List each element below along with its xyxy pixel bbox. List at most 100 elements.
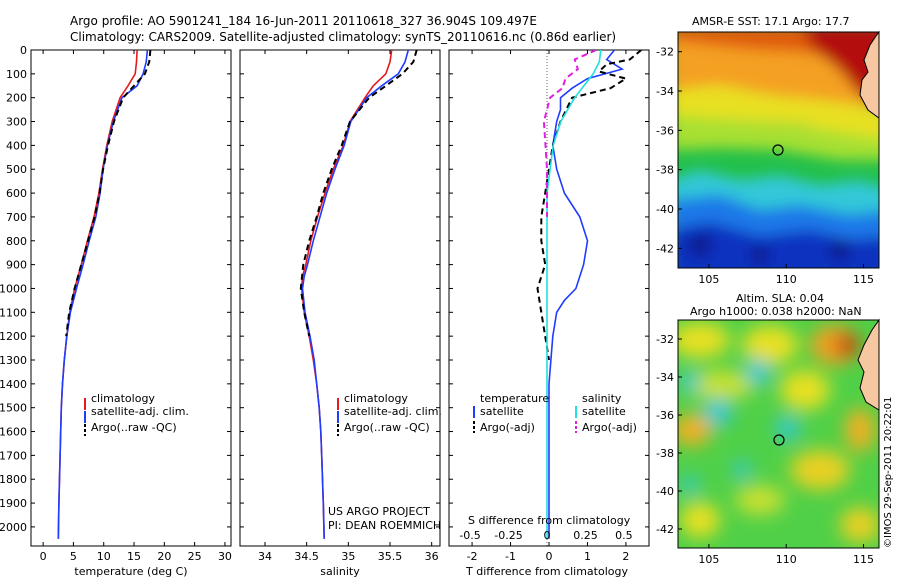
legend-climatology-t: climatology xyxy=(91,392,155,405)
map-lat-label: -34 xyxy=(656,371,674,384)
map-lon-label: 105 xyxy=(698,553,719,566)
depth-tick-label: 800 xyxy=(6,235,27,248)
legend-t-argo: Argo(-adj) xyxy=(480,421,535,434)
map-lon-label: 115 xyxy=(853,553,874,566)
depth-tick-label: 500 xyxy=(6,163,27,176)
series-argo-raw-qc- xyxy=(65,50,152,337)
map-lat-label: -32 xyxy=(656,333,674,346)
depth-tick-label: 600 xyxy=(6,187,27,200)
sla-map-title-2: Argo h1000: 0.038 h2000: NaN xyxy=(690,305,862,318)
difference-x-axis: -2 -1 0 1 2 xyxy=(467,50,629,563)
depth-tick-label: 1300 xyxy=(0,354,27,367)
salinity-legend: climatology satellite-adj. clim. Argo(..… xyxy=(337,392,442,436)
temperature-legend: climatology satellite-adj. clim. Argo(..… xyxy=(84,392,189,436)
header-line2: Climatology: CARS2009. Satellite-adjuste… xyxy=(70,30,617,44)
legend-s-argo: Argo(-adj) xyxy=(582,421,637,434)
depth-tick-label: 900 xyxy=(6,259,27,272)
series-climatology xyxy=(300,50,393,539)
series-satellite-adj-clim- xyxy=(57,50,149,539)
depth-tick-label: 300 xyxy=(6,116,27,129)
x-tick-label: 0 xyxy=(546,550,553,563)
header-line1: Argo profile: AO 5901241_184 16-Jun-2011… xyxy=(70,14,538,28)
argo-position-marker-sla xyxy=(773,434,785,446)
legend-temperature-header: temperature xyxy=(480,392,549,405)
s-diff-tick-label: 0.25 xyxy=(573,529,598,542)
x-tick-label: 34 xyxy=(258,550,272,563)
sla-map-title-1: Altim. SLA: 0.04 xyxy=(736,292,825,305)
depth-tick-label: 1000 xyxy=(0,282,27,295)
x-tick-label: 2 xyxy=(622,550,629,563)
series-argo-raw-qc- xyxy=(299,50,418,337)
map-lat-label: -34 xyxy=(656,85,674,98)
depth-tick-label: 400 xyxy=(6,139,27,152)
x-tick-label: 15 xyxy=(127,550,141,563)
map-lat-label: -42 xyxy=(656,523,674,536)
depth-tick-label: 700 xyxy=(6,211,27,224)
map-lon-label: 110 xyxy=(776,273,797,286)
x-tick-label: 5 xyxy=(70,550,77,563)
x-tick-label: 30 xyxy=(218,550,232,563)
series-salinity-argo-adj- xyxy=(542,50,597,217)
salinity-xlabel: salinity xyxy=(320,565,360,578)
sst-map-title: AMSR-E SST: 17.1 Argo: 17.7 xyxy=(692,15,850,28)
series-salinity-satellite xyxy=(546,50,602,539)
x-tick-label: 25 xyxy=(188,550,202,563)
depth-tick-label: 1500 xyxy=(0,402,27,415)
s-difference-label: S difference from climatology xyxy=(468,514,631,527)
x-tick-label: 10 xyxy=(97,550,111,563)
depth-tick-label: 1800 xyxy=(0,473,27,486)
salinity-x-axis: 34 34.5 35 35.5 36 xyxy=(258,50,439,563)
coastline-sst xyxy=(859,30,880,119)
map-lat-label: -40 xyxy=(656,485,674,498)
x-tick-label: -2 xyxy=(467,550,478,563)
x-tick-label: 0 xyxy=(40,550,47,563)
s-diff-tick-label: -0.25 xyxy=(494,529,522,542)
sst-map xyxy=(677,30,880,269)
temperature-xlabel: temperature (deg C) xyxy=(74,565,187,578)
map-lat-label: -42 xyxy=(656,242,674,255)
project-line2: PI: DEAN ROEMMICH xyxy=(328,519,441,532)
legend-s-satellite: satellite xyxy=(582,405,626,418)
x-tick-label: 1 xyxy=(584,550,591,563)
depth-tick-label: 1400 xyxy=(0,378,27,391)
map-lat-label: -32 xyxy=(656,46,674,59)
depth-tick-label: 2000 xyxy=(0,521,27,534)
map-lon-label: 115 xyxy=(853,273,874,286)
depth-axis: 0 100 200 300 400 500 600 700 800 900 1000 1100 1200… xyxy=(0,44,649,534)
map-lat-label: -38 xyxy=(656,447,674,460)
s-diff-tick-label: 0.5 xyxy=(615,529,633,542)
s-diff-tick-label: -0.5 xyxy=(459,529,480,542)
map-lon-label: 105 xyxy=(698,273,719,286)
temperature-x-axis: 0 5 10 15 20 25 30 xyxy=(40,50,232,563)
map-lat-label: -40 xyxy=(656,203,674,216)
depth-tick-label: 100 xyxy=(6,68,27,81)
depth-tick-label: 1200 xyxy=(0,330,27,343)
map-lat-label: -38 xyxy=(656,164,674,177)
project-line1: US ARGO PROJECT xyxy=(328,505,430,518)
map-lat-label: -36 xyxy=(656,124,674,137)
series-climatology xyxy=(57,50,138,539)
x-tick-label: 34.5 xyxy=(294,550,319,563)
panel-temperature: 0100200300400500600700800900100011001200… xyxy=(0,44,649,578)
coastline-sla xyxy=(857,318,880,411)
salinity-difference-axis: -0.5 -0.25 0 0.25 0.5 xyxy=(459,529,632,542)
x-tick-label: 35.5 xyxy=(378,550,403,563)
argo-position-marker-sst xyxy=(772,144,784,156)
map-axes: 105 110 115 -32 -34 -36 -38 -40 -42 105 110 115 -32 -… xyxy=(656,46,874,566)
sla-map xyxy=(677,318,880,549)
legend-argo-t: Argo(..raw -QC) xyxy=(91,421,177,434)
legend-salinity-header: salinity xyxy=(582,392,622,405)
depth-tick-label: 1700 xyxy=(0,449,27,462)
depth-tick-label: 1900 xyxy=(0,497,27,510)
map-lat-label: -36 xyxy=(656,409,674,422)
panel-difference: -2 -1 0 1 2 temperature satellite Argo(-adj)… xyxy=(448,49,650,578)
x-tick-label: 36 xyxy=(425,550,439,563)
map-lon-label: 110 xyxy=(776,553,797,566)
depth-tick-label: 0 xyxy=(20,44,27,57)
series-satellite-adj-clim- xyxy=(301,50,410,539)
x-tick-label: 35 xyxy=(341,550,355,563)
depth-tick-label: 200 xyxy=(6,92,27,105)
depth-tick-label: 1100 xyxy=(0,306,27,319)
legend-t-satellite: satellite xyxy=(480,405,524,418)
